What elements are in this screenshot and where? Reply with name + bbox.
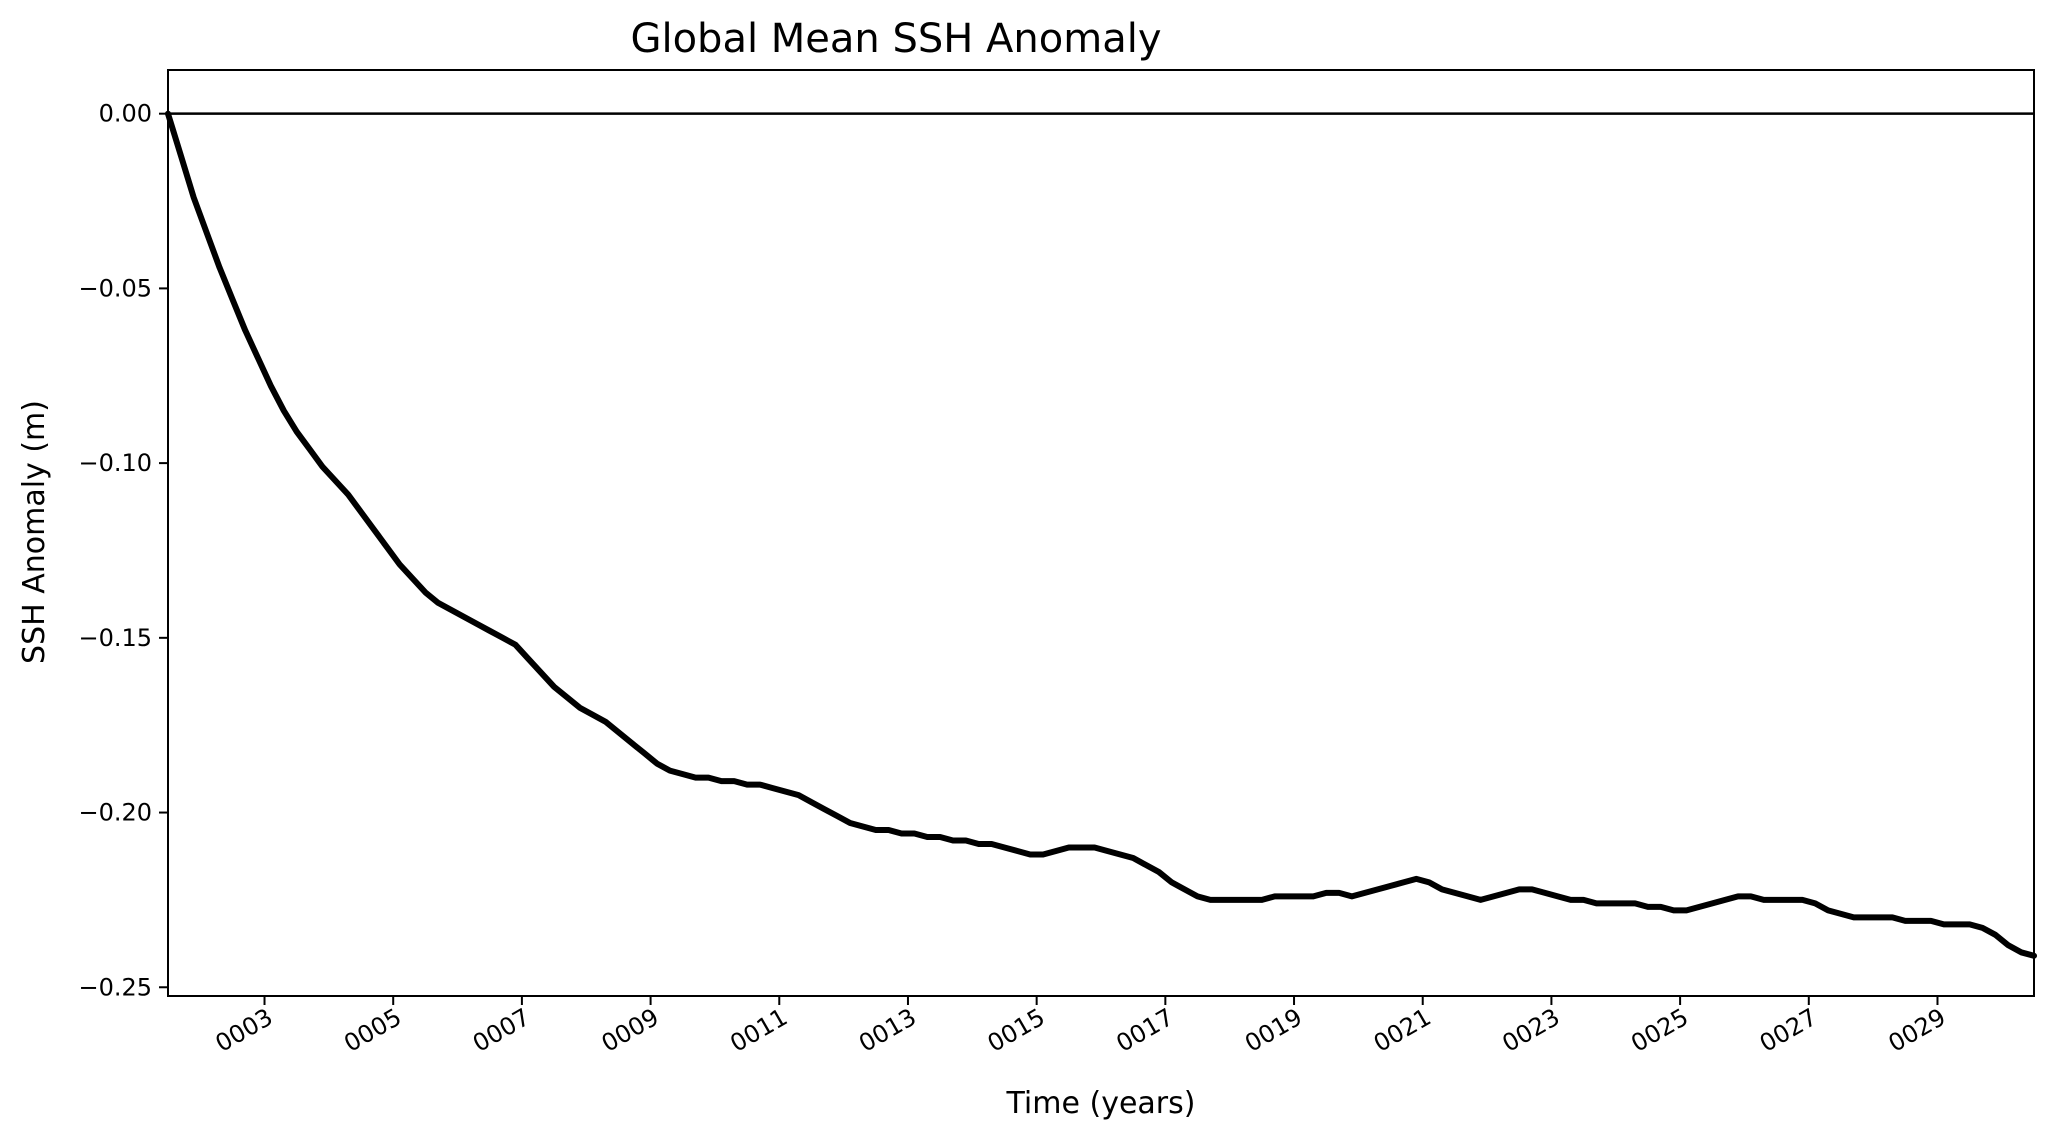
x-tick-label: 0027 [1755, 1003, 1822, 1058]
x-tick-label: 0017 [1111, 1003, 1178, 1058]
x-tick-label: 0025 [1626, 1003, 1693, 1058]
x-tick-label: 0015 [983, 1003, 1050, 1058]
ssh-anomaly-line [165, 110, 2037, 959]
y-tick-label: 0.00 [99, 100, 152, 128]
y-tick-label: −0.05 [78, 274, 152, 302]
x-tick-label: 0021 [1369, 1003, 1436, 1058]
x-tick-label: 0013 [854, 1003, 921, 1058]
x-tick-label: 0005 [339, 1003, 406, 1058]
x-tick-label: 0023 [1498, 1003, 1565, 1058]
x-axis: 0003 0005 0007 0009 0011 0013 0015 0017 0019 0021… [211, 996, 1951, 1058]
plot-frame [167, 69, 2035, 997]
x-tick-label: 0009 [597, 1003, 664, 1058]
y-axis-label: SSH Anomaly (m) [17, 400, 52, 664]
y-axis: 0.00 −0.05 −0.10 −0.15 −0.20 −0.25 [78, 100, 168, 1001]
x-tick-label: 0019 [1240, 1003, 1307, 1058]
y-tick-label: −0.10 [78, 449, 152, 477]
y-tick-label: −0.15 [78, 624, 152, 652]
x-tick-label: 0029 [1884, 1003, 1951, 1058]
y-tick-label: −0.20 [78, 799, 152, 827]
chart-title: Global Mean SSH Anomaly [630, 16, 1161, 62]
x-tick-label: 0007 [468, 1003, 535, 1058]
x-tick-label: 0011 [725, 1003, 792, 1058]
x-axis-label: Time (years) [1006, 1086, 1196, 1121]
plot-area [165, 110, 2037, 959]
x-tick-label: 0003 [211, 1003, 278, 1058]
y-tick-label: −0.25 [78, 973, 152, 1001]
